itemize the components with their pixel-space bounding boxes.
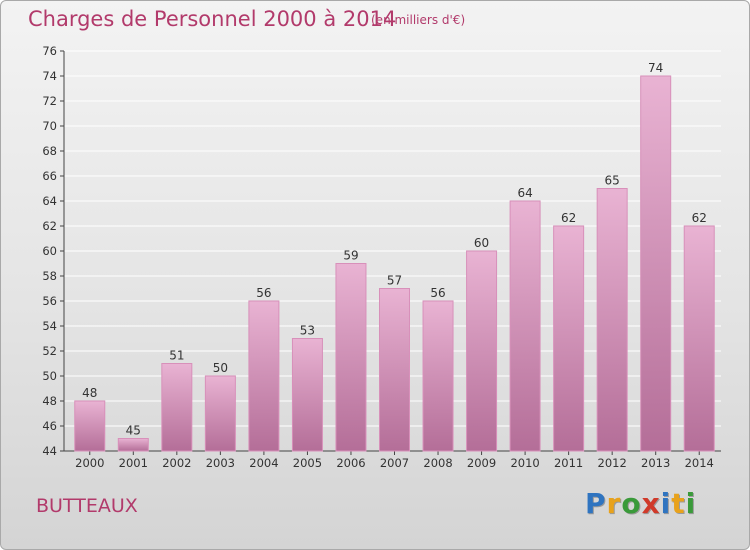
x-tick-label: 2009 [467, 456, 496, 470]
y-tick-label: 56 [42, 294, 57, 308]
logo-letter: i [660, 487, 672, 520]
bar [74, 400, 106, 452]
data-label: 48 [82, 386, 97, 400]
y-tick-label: 62 [42, 219, 57, 233]
bar [466, 250, 498, 452]
data-label: 62 [561, 211, 576, 225]
proxiti-logo: Proxiti [585, 487, 696, 520]
y-tick-label: 46 [42, 419, 57, 433]
x-tick-label: 2010 [510, 456, 539, 470]
logo-letter: r [606, 487, 622, 520]
y-tick-label: 66 [42, 169, 57, 183]
bar [161, 363, 193, 452]
x-tick-label: 2014 [685, 456, 714, 470]
y-tick-label: 60 [42, 244, 57, 258]
data-label: 62 [692, 211, 707, 225]
x-tick-label: 2008 [423, 456, 452, 470]
bar [379, 288, 410, 452]
y-tick-label: 72 [42, 94, 57, 108]
bar [596, 188, 628, 452]
y-tick-label: 74 [42, 69, 57, 83]
x-tick-label: 2011 [554, 456, 583, 470]
y-tick-label: 64 [42, 194, 57, 208]
bar [335, 263, 367, 452]
data-label: 65 [605, 174, 620, 188]
logo-letter: x [641, 487, 661, 520]
chart-title: Charges de Personnel 2000 à 2014 [28, 7, 397, 31]
data-label: 59 [343, 249, 358, 263]
y-tick-label: 68 [42, 144, 57, 158]
bar [248, 300, 280, 452]
y-tick-label: 52 [42, 344, 57, 358]
logo-letter: t [671, 487, 686, 520]
data-label: 53 [300, 324, 315, 338]
data-label: 56 [430, 286, 445, 300]
bar [422, 300, 454, 452]
bar [640, 75, 672, 452]
bar [683, 225, 715, 452]
x-tick-label: 2013 [641, 456, 670, 470]
bar [117, 438, 149, 452]
bar [509, 200, 541, 452]
x-tick-label: 2001 [119, 456, 148, 470]
data-label: 56 [256, 286, 271, 300]
logo-letter: o [621, 487, 642, 520]
bars [74, 75, 715, 452]
chart-subtitle: (en milliers d'€) [371, 13, 466, 27]
x-tick-label: 2002 [162, 456, 191, 470]
x-tick-label: 2006 [336, 456, 365, 470]
bar [553, 225, 585, 452]
x-tick-label: 2003 [206, 456, 235, 470]
data-label: 64 [517, 186, 532, 200]
y-tick-label: 50 [42, 369, 57, 383]
y-tick-label: 48 [42, 394, 57, 408]
y-tick-label: 76 [42, 44, 57, 58]
bar [291, 338, 323, 452]
commune-name: BUTTEAUX [36, 495, 138, 517]
data-label: 45 [126, 424, 141, 438]
data-label: 50 [213, 361, 228, 375]
logo-letter: P [585, 487, 607, 520]
x-tick-label: 2004 [249, 456, 278, 470]
x-tick-label: 2000 [75, 456, 104, 470]
y-tick-label: 58 [42, 269, 57, 283]
data-label: 60 [474, 236, 489, 250]
x-tick-label: 2005 [293, 456, 322, 470]
bar [204, 375, 236, 452]
labels: 44 46 48 50 52 54 56 58 60 62 64 66 68 70 72 74 76 48 2000… [42, 44, 714, 470]
y-tick-label: 44 [42, 444, 57, 458]
y-tick-label: 70 [42, 119, 57, 133]
logo-letter: i [685, 487, 697, 520]
data-label: 74 [648, 61, 663, 75]
data-label: 57 [387, 274, 402, 288]
x-tick-label: 2012 [598, 456, 627, 470]
x-tick-label: 2007 [380, 456, 409, 470]
data-label: 51 [169, 349, 184, 363]
y-tick-label: 54 [42, 319, 57, 333]
